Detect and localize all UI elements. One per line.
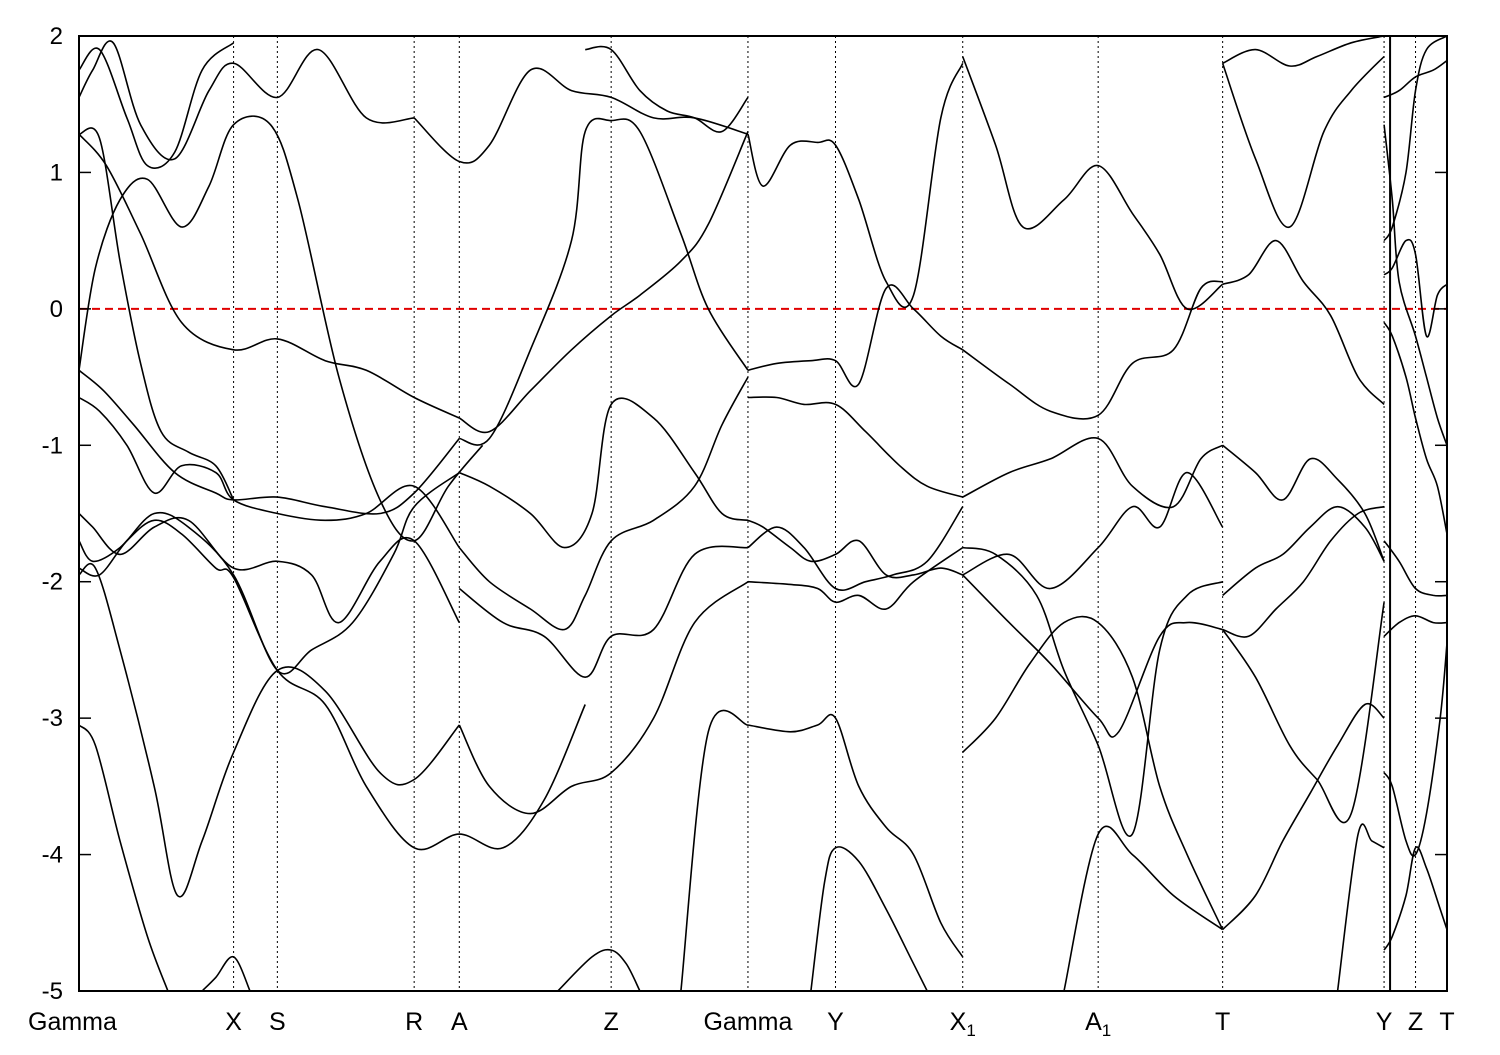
x-tick-label-9: A1 [1085,1008,1111,1040]
band-line-43 [1222,36,1385,67]
band-line-40 [1222,444,1385,562]
x-tick-label-1: X [225,1008,242,1036]
band-series [79,36,1447,991]
band-line-10 [79,40,415,161]
band-line-8 [201,956,251,991]
y-tick-label-6: 1 [50,159,63,186]
band-line-1 [79,133,460,419]
y-tick-label-4: -1 [42,432,63,459]
band-line-30 [747,713,964,958]
band-line-55 [1383,614,1447,637]
band-line-24 [747,62,964,309]
x-tick-label-6: Gamma [703,1008,792,1036]
band-line-17 [458,397,749,549]
band-line-22 [680,709,749,991]
band-line-57 [1383,846,1447,951]
band-line-53 [1383,322,1447,535]
band-line-12 [79,115,484,542]
band-line-21 [557,948,641,991]
y-tick-label-2: -3 [42,705,63,732]
band-line-42 [1221,55,1385,228]
y-tick-label-7: 2 [50,23,63,50]
band-line-23 [585,45,749,133]
x-tick-label-11: Y [1376,1008,1393,1036]
band-line-9 [79,519,586,851]
band-line-56 [1383,643,1447,857]
x-axis-ticks: Gamma X S R A Z Gamma Y X1 A1 T Y Z T [28,1008,1455,1040]
band-line-46 [1221,602,1385,824]
band-line-36 [962,546,1223,838]
band-line-29 [747,546,964,610]
band-line-50 [1383,36,1447,242]
band-line-52 [1383,238,1447,338]
band-line-44 [1222,505,1385,597]
band-line-18 [458,376,749,631]
band-line-6 [79,562,460,898]
band-line-47 [1222,702,1385,931]
band-line-37 [962,471,1224,590]
x-tick-label-7: Y [827,1008,844,1036]
x-tick-label-12: Z [1408,1008,1423,1036]
x-tick-label-4: A [451,1008,468,1036]
band-line-34 [962,574,1223,738]
y-tick-label-0: -5 [42,978,63,1005]
band-line-26 [747,396,963,498]
y-axis-ticks: -5 -4 -3 -2 -1 0 1 2 [42,23,1447,1005]
y-tick-label-5: 0 [50,296,63,323]
plot-border [78,35,1448,992]
x-tick-label-0: Gamma [28,1008,117,1036]
x-tick-label-3: R [405,1008,423,1036]
y-tick-label-1: -4 [42,842,63,869]
plot-frame [78,35,1448,992]
band-line-15 [458,131,749,434]
band-line-39 [1063,825,1224,991]
band-line-32 [961,56,1224,311]
x-tick-label-10: T [1215,1008,1230,1036]
band-line-51 [1383,59,1447,99]
x-tick-label-5: Z [604,1008,619,1036]
band-line-28 [747,506,964,591]
band-line-2 [79,369,460,515]
band-line-19 [458,581,749,815]
x-tick-label-8: X1 [950,1008,976,1040]
band-line-41 [1222,239,1385,405]
band-line-54 [1383,540,1447,597]
y-tick-label-3: -2 [42,569,63,596]
band-line-38 [962,280,1223,420]
x-tick-label-2: S [269,1008,286,1036]
x-tick-label-13: T [1439,1008,1454,1036]
grid-lines [233,36,1417,991]
band-line-48 [1336,823,1385,991]
band-line-7 [79,724,169,991]
band-line-35 [962,615,1224,930]
band-line-20 [458,545,749,679]
band-line-16 [459,117,749,446]
band-line-33 [962,437,1224,509]
band-line-45 [1222,505,1385,638]
band-line-3 [79,396,460,549]
band-line-25 [747,284,964,388]
band-line-14 [413,67,749,164]
band-line-4 [79,512,461,624]
band-line-13 [79,127,235,501]
band-line-11 [79,42,235,169]
band-line-49 [1383,124,1447,446]
band-line-31 [810,846,928,991]
